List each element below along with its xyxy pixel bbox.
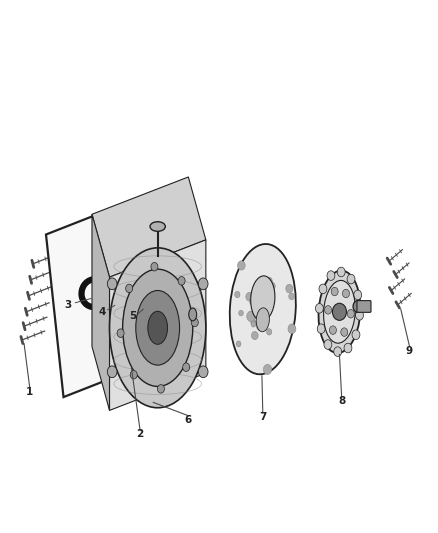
Ellipse shape <box>129 283 134 288</box>
Ellipse shape <box>110 287 131 310</box>
Text: 7: 7 <box>259 413 266 422</box>
Ellipse shape <box>315 303 323 313</box>
Circle shape <box>331 287 338 296</box>
Ellipse shape <box>337 267 345 277</box>
Text: 4: 4 <box>99 307 106 317</box>
Circle shape <box>178 277 185 285</box>
Circle shape <box>286 284 293 293</box>
Circle shape <box>347 310 354 318</box>
Ellipse shape <box>126 312 131 317</box>
Circle shape <box>341 328 348 336</box>
Circle shape <box>343 289 350 298</box>
Circle shape <box>237 261 245 270</box>
Circle shape <box>256 320 265 331</box>
Ellipse shape <box>324 280 355 343</box>
Circle shape <box>236 341 241 347</box>
Circle shape <box>251 332 258 340</box>
Circle shape <box>263 288 268 295</box>
Polygon shape <box>110 240 206 410</box>
Text: 6: 6 <box>185 415 192 425</box>
Ellipse shape <box>230 244 296 374</box>
Ellipse shape <box>148 311 167 344</box>
Ellipse shape <box>150 222 166 231</box>
Text: 3: 3 <box>64 300 71 310</box>
Circle shape <box>289 293 294 300</box>
Ellipse shape <box>352 330 360 340</box>
Ellipse shape <box>189 308 197 321</box>
Circle shape <box>263 365 272 375</box>
Ellipse shape <box>198 366 208 378</box>
Ellipse shape <box>136 290 180 365</box>
Circle shape <box>288 324 296 334</box>
Ellipse shape <box>256 308 269 332</box>
Circle shape <box>191 318 198 327</box>
Circle shape <box>151 262 158 271</box>
Ellipse shape <box>344 343 352 353</box>
Ellipse shape <box>107 278 117 290</box>
Ellipse shape <box>128 284 167 326</box>
Ellipse shape <box>102 299 107 304</box>
Circle shape <box>239 310 243 316</box>
Ellipse shape <box>123 269 193 386</box>
Ellipse shape <box>133 304 138 309</box>
Circle shape <box>329 326 336 334</box>
Ellipse shape <box>103 288 108 293</box>
Circle shape <box>250 297 256 305</box>
Ellipse shape <box>133 289 162 321</box>
Ellipse shape <box>334 347 342 357</box>
Ellipse shape <box>198 278 208 290</box>
Polygon shape <box>46 181 199 397</box>
Circle shape <box>325 305 332 314</box>
Text: 5: 5 <box>129 311 136 320</box>
Ellipse shape <box>327 271 335 280</box>
Ellipse shape <box>110 248 206 408</box>
Circle shape <box>269 282 275 290</box>
Circle shape <box>130 370 137 379</box>
Ellipse shape <box>354 290 362 300</box>
Ellipse shape <box>353 301 363 312</box>
Text: 8: 8 <box>338 397 345 406</box>
Text: 2: 2 <box>137 430 144 439</box>
Circle shape <box>256 285 263 294</box>
Circle shape <box>235 292 240 298</box>
Circle shape <box>251 321 256 327</box>
Ellipse shape <box>251 276 275 321</box>
Ellipse shape <box>116 314 121 319</box>
Polygon shape <box>92 177 206 277</box>
Ellipse shape <box>356 311 364 320</box>
FancyBboxPatch shape <box>357 301 371 312</box>
Circle shape <box>267 329 272 335</box>
Circle shape <box>117 329 124 337</box>
Ellipse shape <box>116 293 125 304</box>
Ellipse shape <box>100 277 141 320</box>
Ellipse shape <box>318 271 360 353</box>
Circle shape <box>265 277 272 285</box>
Circle shape <box>246 293 253 301</box>
Ellipse shape <box>134 293 139 298</box>
Circle shape <box>126 284 133 293</box>
Polygon shape <box>92 214 110 410</box>
Circle shape <box>157 385 164 393</box>
Ellipse shape <box>120 278 125 283</box>
Circle shape <box>247 311 255 321</box>
Circle shape <box>183 363 190 372</box>
Ellipse shape <box>107 366 117 377</box>
Text: 9: 9 <box>406 346 413 356</box>
Ellipse shape <box>319 284 327 294</box>
Ellipse shape <box>324 340 332 349</box>
Ellipse shape <box>347 274 355 284</box>
Text: 1: 1 <box>26 387 33 397</box>
Ellipse shape <box>317 324 325 334</box>
Circle shape <box>332 303 346 320</box>
Ellipse shape <box>106 309 112 314</box>
Ellipse shape <box>110 280 115 285</box>
Circle shape <box>251 320 256 326</box>
